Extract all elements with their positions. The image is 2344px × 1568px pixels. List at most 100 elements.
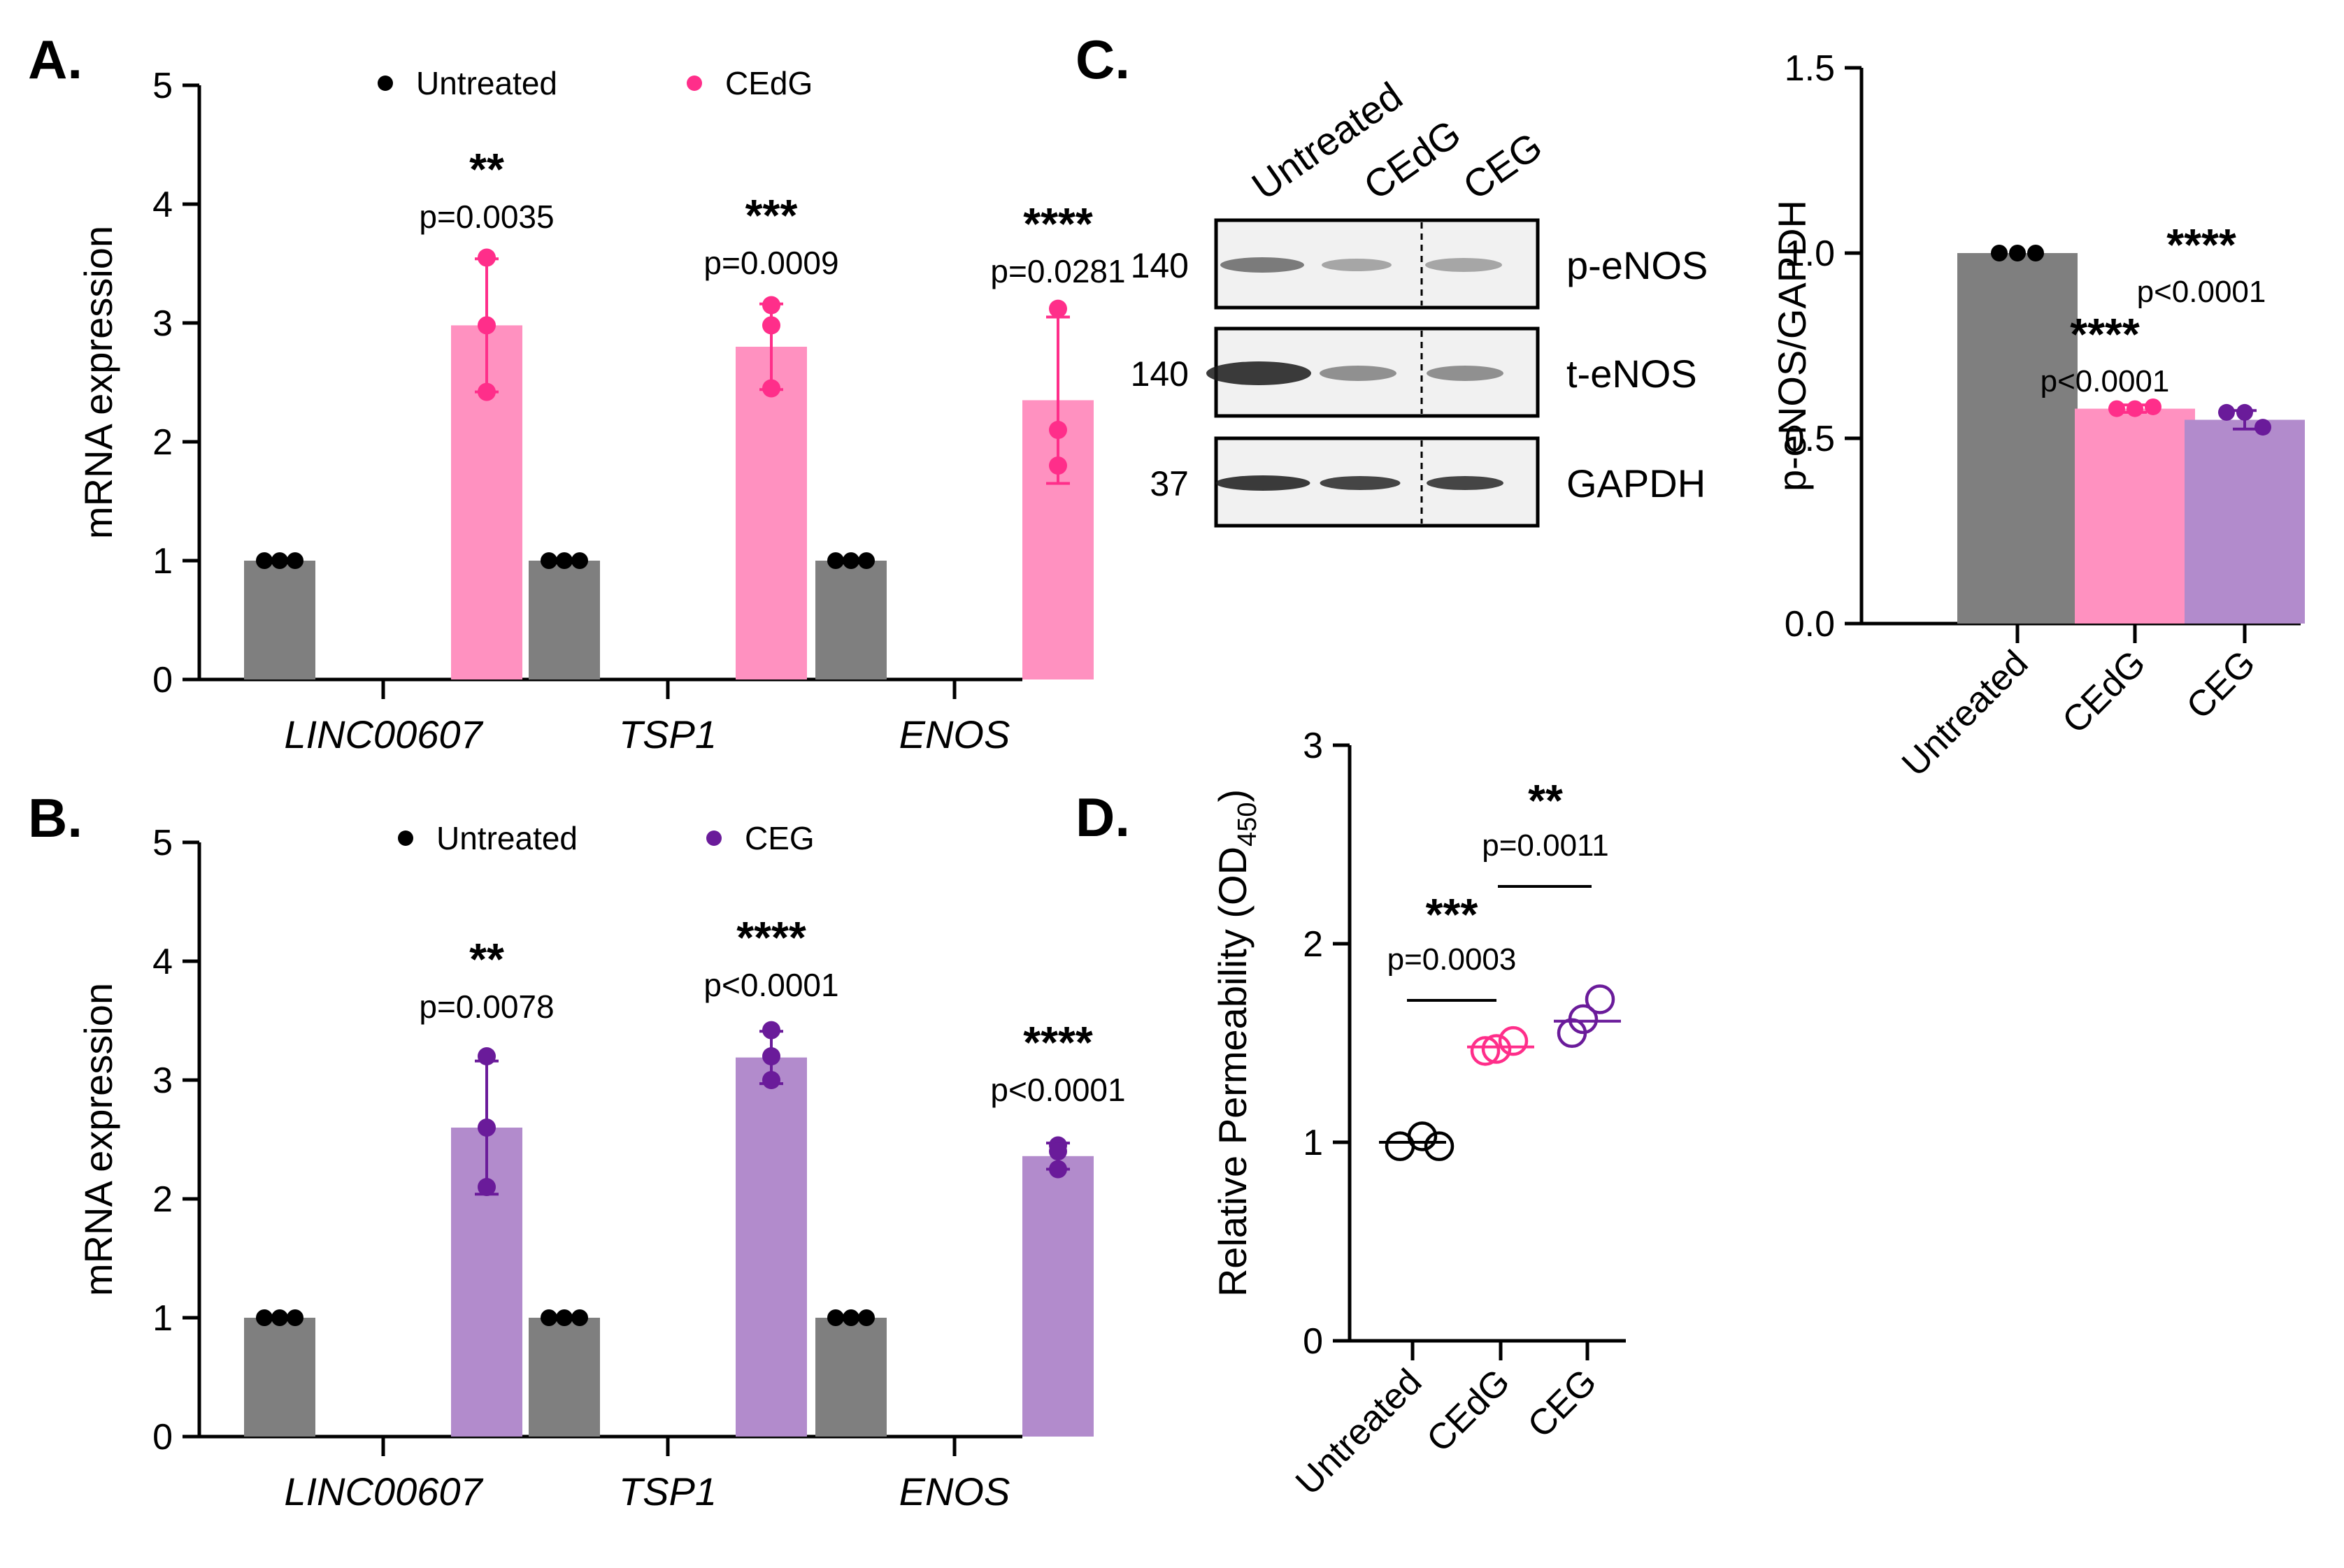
data-point-untreated <box>556 552 573 569</box>
data-point-treated <box>478 248 496 267</box>
p-value-label: p=0.0009 <box>703 245 838 281</box>
panel-letter: B. <box>28 787 83 849</box>
data-point-treated <box>478 1047 496 1065</box>
data-point <box>2254 419 2271 436</box>
significance-stars: *** <box>1426 889 1478 940</box>
y-tick-label: 2 <box>1303 924 1323 965</box>
x-tick-label: Untreated <box>1894 642 2036 784</box>
data-point-treated <box>762 1071 780 1089</box>
lane-label: CEG <box>1455 124 1550 208</box>
protein-band <box>1322 259 1392 271</box>
p-value-label: p=0.0003 <box>1387 942 1517 977</box>
y-tick-label: 1 <box>152 1298 173 1339</box>
p-value-label: p<0.0001 <box>703 967 838 1003</box>
data-point-untreated <box>541 1309 557 1326</box>
p-value-label: p<0.0001 <box>990 1072 1125 1108</box>
blot-label: GAPDH <box>1566 461 1706 505</box>
data-point-untreated <box>858 1309 875 1326</box>
y-tick-label: 3 <box>152 1060 173 1101</box>
protein-band <box>1206 361 1311 385</box>
data-point <box>2009 245 2026 261</box>
significance-stars: ** <box>469 144 504 194</box>
data-point <box>2218 403 2235 421</box>
data-point-treated <box>478 1119 496 1137</box>
x-tick-label: TSP1 <box>619 1469 717 1513</box>
p-value-label: p<0.0001 <box>2041 364 2170 398</box>
data-point <box>2145 398 2161 415</box>
panel-a: A. Untreated CEdG 0 1 2 3 4 5 mRNA expression LINC… <box>28 29 1126 756</box>
data-point-untreated <box>556 1309 573 1326</box>
y-axis-label: p-eNOS/GAPDH <box>1770 200 1814 491</box>
y-axis-label: mRNA expression <box>76 226 120 539</box>
data-point <box>2127 400 2143 417</box>
protein-band <box>1320 476 1401 490</box>
data-point-treated <box>762 1021 780 1040</box>
data-point <box>2236 403 2253 421</box>
panel-letter: A. <box>28 29 83 90</box>
bar-untreated <box>529 1318 600 1437</box>
bar-treated <box>736 347 807 679</box>
bar <box>1957 253 2078 624</box>
x-tick-label: ENOS <box>899 712 1010 756</box>
p-value-label: p=0.0035 <box>419 199 554 235</box>
panel-letter: D. <box>1075 786 1130 848</box>
blot-label: p-eNOS <box>1566 243 1708 287</box>
data-point-untreated <box>287 552 303 569</box>
data-point <box>2027 245 2044 261</box>
x-tick-label: CEdG <box>2054 642 2153 741</box>
y-tick-label: 0.5 <box>1785 419 1835 459</box>
y-axis-label: Relative Permeability (OD450) <box>1210 789 1262 1297</box>
y-tick-label: 3 <box>1303 726 1323 766</box>
y-tick-label: 1.0 <box>1785 233 1835 274</box>
y-tick-label: 0 <box>152 1417 173 1458</box>
x-tick-label: CEG <box>2179 642 2264 727</box>
bar <box>2075 408 2195 624</box>
protein-band <box>1427 476 1503 490</box>
y-axis-label-subscript: 450 <box>1233 803 1262 847</box>
legend-marker-treated <box>687 75 702 91</box>
p-value-label: p=0.0281 <box>990 253 1125 289</box>
molecular-weight-label: 37 <box>1150 464 1189 503</box>
data-point-treated <box>762 1047 780 1065</box>
protein-band <box>1220 257 1304 273</box>
data-point-untreated <box>271 552 288 569</box>
protein-band <box>1215 475 1310 491</box>
panel-d: D. 0 1 2 3 Relative Permeability (OD450) Untre… <box>1075 726 1626 1503</box>
data-point <box>1568 1004 1599 1035</box>
data-point <box>1585 984 1615 1014</box>
data-point <box>1481 1034 1512 1064</box>
data-point-treated <box>1049 456 1067 475</box>
y-tick-label: 2 <box>152 422 173 463</box>
molecular-weight-label: 140 <box>1131 354 1189 394</box>
y-tick-label: 0.0 <box>1785 604 1835 645</box>
bar-treated <box>736 1057 807 1437</box>
significance-stars: ** <box>1528 775 1563 826</box>
y-tick-label: 4 <box>152 942 173 982</box>
bar-treated <box>1022 1156 1094 1437</box>
legend-marker-treated <box>706 830 722 846</box>
data-point-untreated <box>843 552 859 569</box>
y-tick-label: 0 <box>1303 1321 1323 1362</box>
data-point-treated <box>762 296 780 315</box>
bar-untreated <box>244 1318 315 1437</box>
data-point-untreated <box>843 1309 859 1326</box>
protein-band <box>1427 366 1503 381</box>
significance-stars: ** <box>469 934 504 984</box>
y-tick-label: 5 <box>152 66 173 106</box>
legend-marker-untreated <box>378 75 393 91</box>
significance-stars: **** <box>1023 1017 1093 1067</box>
data-point-untreated <box>256 1309 273 1326</box>
y-tick-label: 0 <box>152 660 173 700</box>
data-point-untreated <box>541 552 557 569</box>
legend-label-treated: CEG <box>745 820 815 856</box>
p-value-label: p=0.0011 <box>1482 828 1608 863</box>
x-tick-label: LINC00607 <box>284 1469 483 1513</box>
y-tick-label: 1.5 <box>1785 48 1835 89</box>
protein-band <box>1320 366 1396 381</box>
molecular-weight-label: 140 <box>1131 246 1189 285</box>
legend-label-untreated: Untreated <box>436 820 578 856</box>
data-point <box>2108 400 2125 417</box>
y-tick-label: 3 <box>152 303 173 344</box>
